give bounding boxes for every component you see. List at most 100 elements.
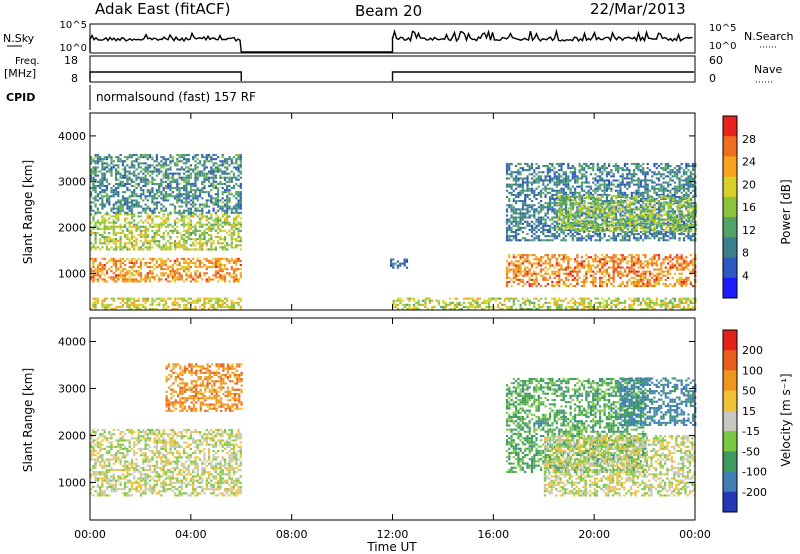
power-cell [553, 183, 556, 186]
power-cell [644, 254, 647, 257]
power-cell [228, 307, 231, 310]
power-cell [101, 191, 104, 194]
power-cell [130, 162, 133, 165]
power-cell [187, 168, 190, 171]
power-cell [103, 168, 106, 171]
power-cell [115, 233, 118, 236]
power-cell [235, 301, 238, 304]
power-cell [194, 264, 197, 267]
power-cell [639, 171, 642, 174]
power-cell [599, 210, 602, 213]
power-cell [176, 244, 179, 247]
power-cell [490, 297, 493, 300]
power-cell [214, 270, 217, 273]
power-cell [546, 167, 549, 170]
power-cell [101, 176, 104, 179]
power-cell [526, 272, 529, 275]
power-cell [639, 200, 642, 203]
power-cell [110, 215, 113, 218]
power-cell [217, 187, 220, 190]
power-cell [219, 199, 222, 202]
power-cell [232, 176, 236, 179]
power-cell [533, 171, 536, 174]
power-cell [508, 218, 511, 221]
power-cell [680, 276, 683, 279]
power-cell [639, 276, 642, 279]
power-cell [474, 307, 477, 310]
power-cell [505, 204, 509, 207]
power-cell [533, 179, 536, 182]
power-cell [194, 274, 197, 277]
power-cell [115, 156, 118, 159]
power-cell [680, 266, 683, 269]
power-cell [124, 182, 127, 185]
power-cell [596, 301, 599, 304]
power-cell [623, 270, 627, 273]
power-cell [558, 264, 561, 267]
power-cell [576, 264, 579, 267]
power-cell [603, 274, 606, 277]
power-cell [546, 169, 549, 172]
power-cell [524, 283, 527, 286]
power-cell [108, 227, 111, 230]
power-cell [605, 278, 608, 281]
power-cell [515, 276, 518, 279]
power-cell [635, 237, 638, 240]
power-cell [503, 299, 506, 302]
power-cell [185, 160, 188, 163]
power-cell [535, 193, 538, 196]
power-cell [130, 191, 133, 194]
power-cell [508, 235, 511, 238]
power-cell [139, 303, 143, 306]
power-cell [576, 254, 579, 257]
power-cell [183, 217, 186, 220]
power-cell [517, 268, 520, 271]
power-cell [510, 231, 513, 234]
power-cell [121, 197, 124, 200]
power-cell [623, 193, 627, 196]
power-cell [124, 174, 127, 177]
power-cell [646, 264, 649, 267]
power-cell [580, 167, 583, 170]
power-cell [651, 272, 654, 275]
power-cell [151, 272, 154, 275]
power-cell [617, 297, 620, 300]
power-cell [533, 204, 536, 207]
power-cell [526, 162, 529, 165]
power-cell [124, 280, 127, 283]
power-cell [94, 160, 97, 163]
power-cell [623, 200, 627, 203]
power-cell [515, 268, 518, 271]
power-cell [535, 307, 538, 310]
power-cell [592, 305, 595, 308]
power-cell [117, 213, 120, 216]
power-cell [462, 301, 465, 304]
power-cell [671, 285, 674, 288]
power-cell [119, 276, 122, 279]
power-cell [176, 172, 179, 175]
power-cell [512, 301, 515, 304]
power-cell [162, 215, 165, 218]
power-cell [483, 299, 486, 302]
power-cell [119, 240, 122, 243]
power-cell [431, 299, 434, 302]
power-cell [232, 280, 236, 283]
power-cell [533, 193, 536, 196]
power-cell [117, 182, 120, 185]
power-cell [139, 205, 143, 208]
power-cell [555, 214, 558, 217]
power-cell [178, 219, 181, 222]
power-cell [530, 285, 534, 288]
power-cell [92, 178, 95, 181]
power-cell [521, 256, 524, 259]
power-cell [126, 156, 129, 159]
power-cell [551, 235, 554, 238]
power-cell [169, 266, 172, 269]
power-cell [549, 179, 552, 182]
power-cell [619, 239, 622, 242]
power-cell [405, 258, 409, 261]
power-cell [228, 201, 231, 204]
power-cell [599, 303, 602, 306]
power-cell [505, 272, 509, 275]
power-cell [512, 262, 515, 265]
